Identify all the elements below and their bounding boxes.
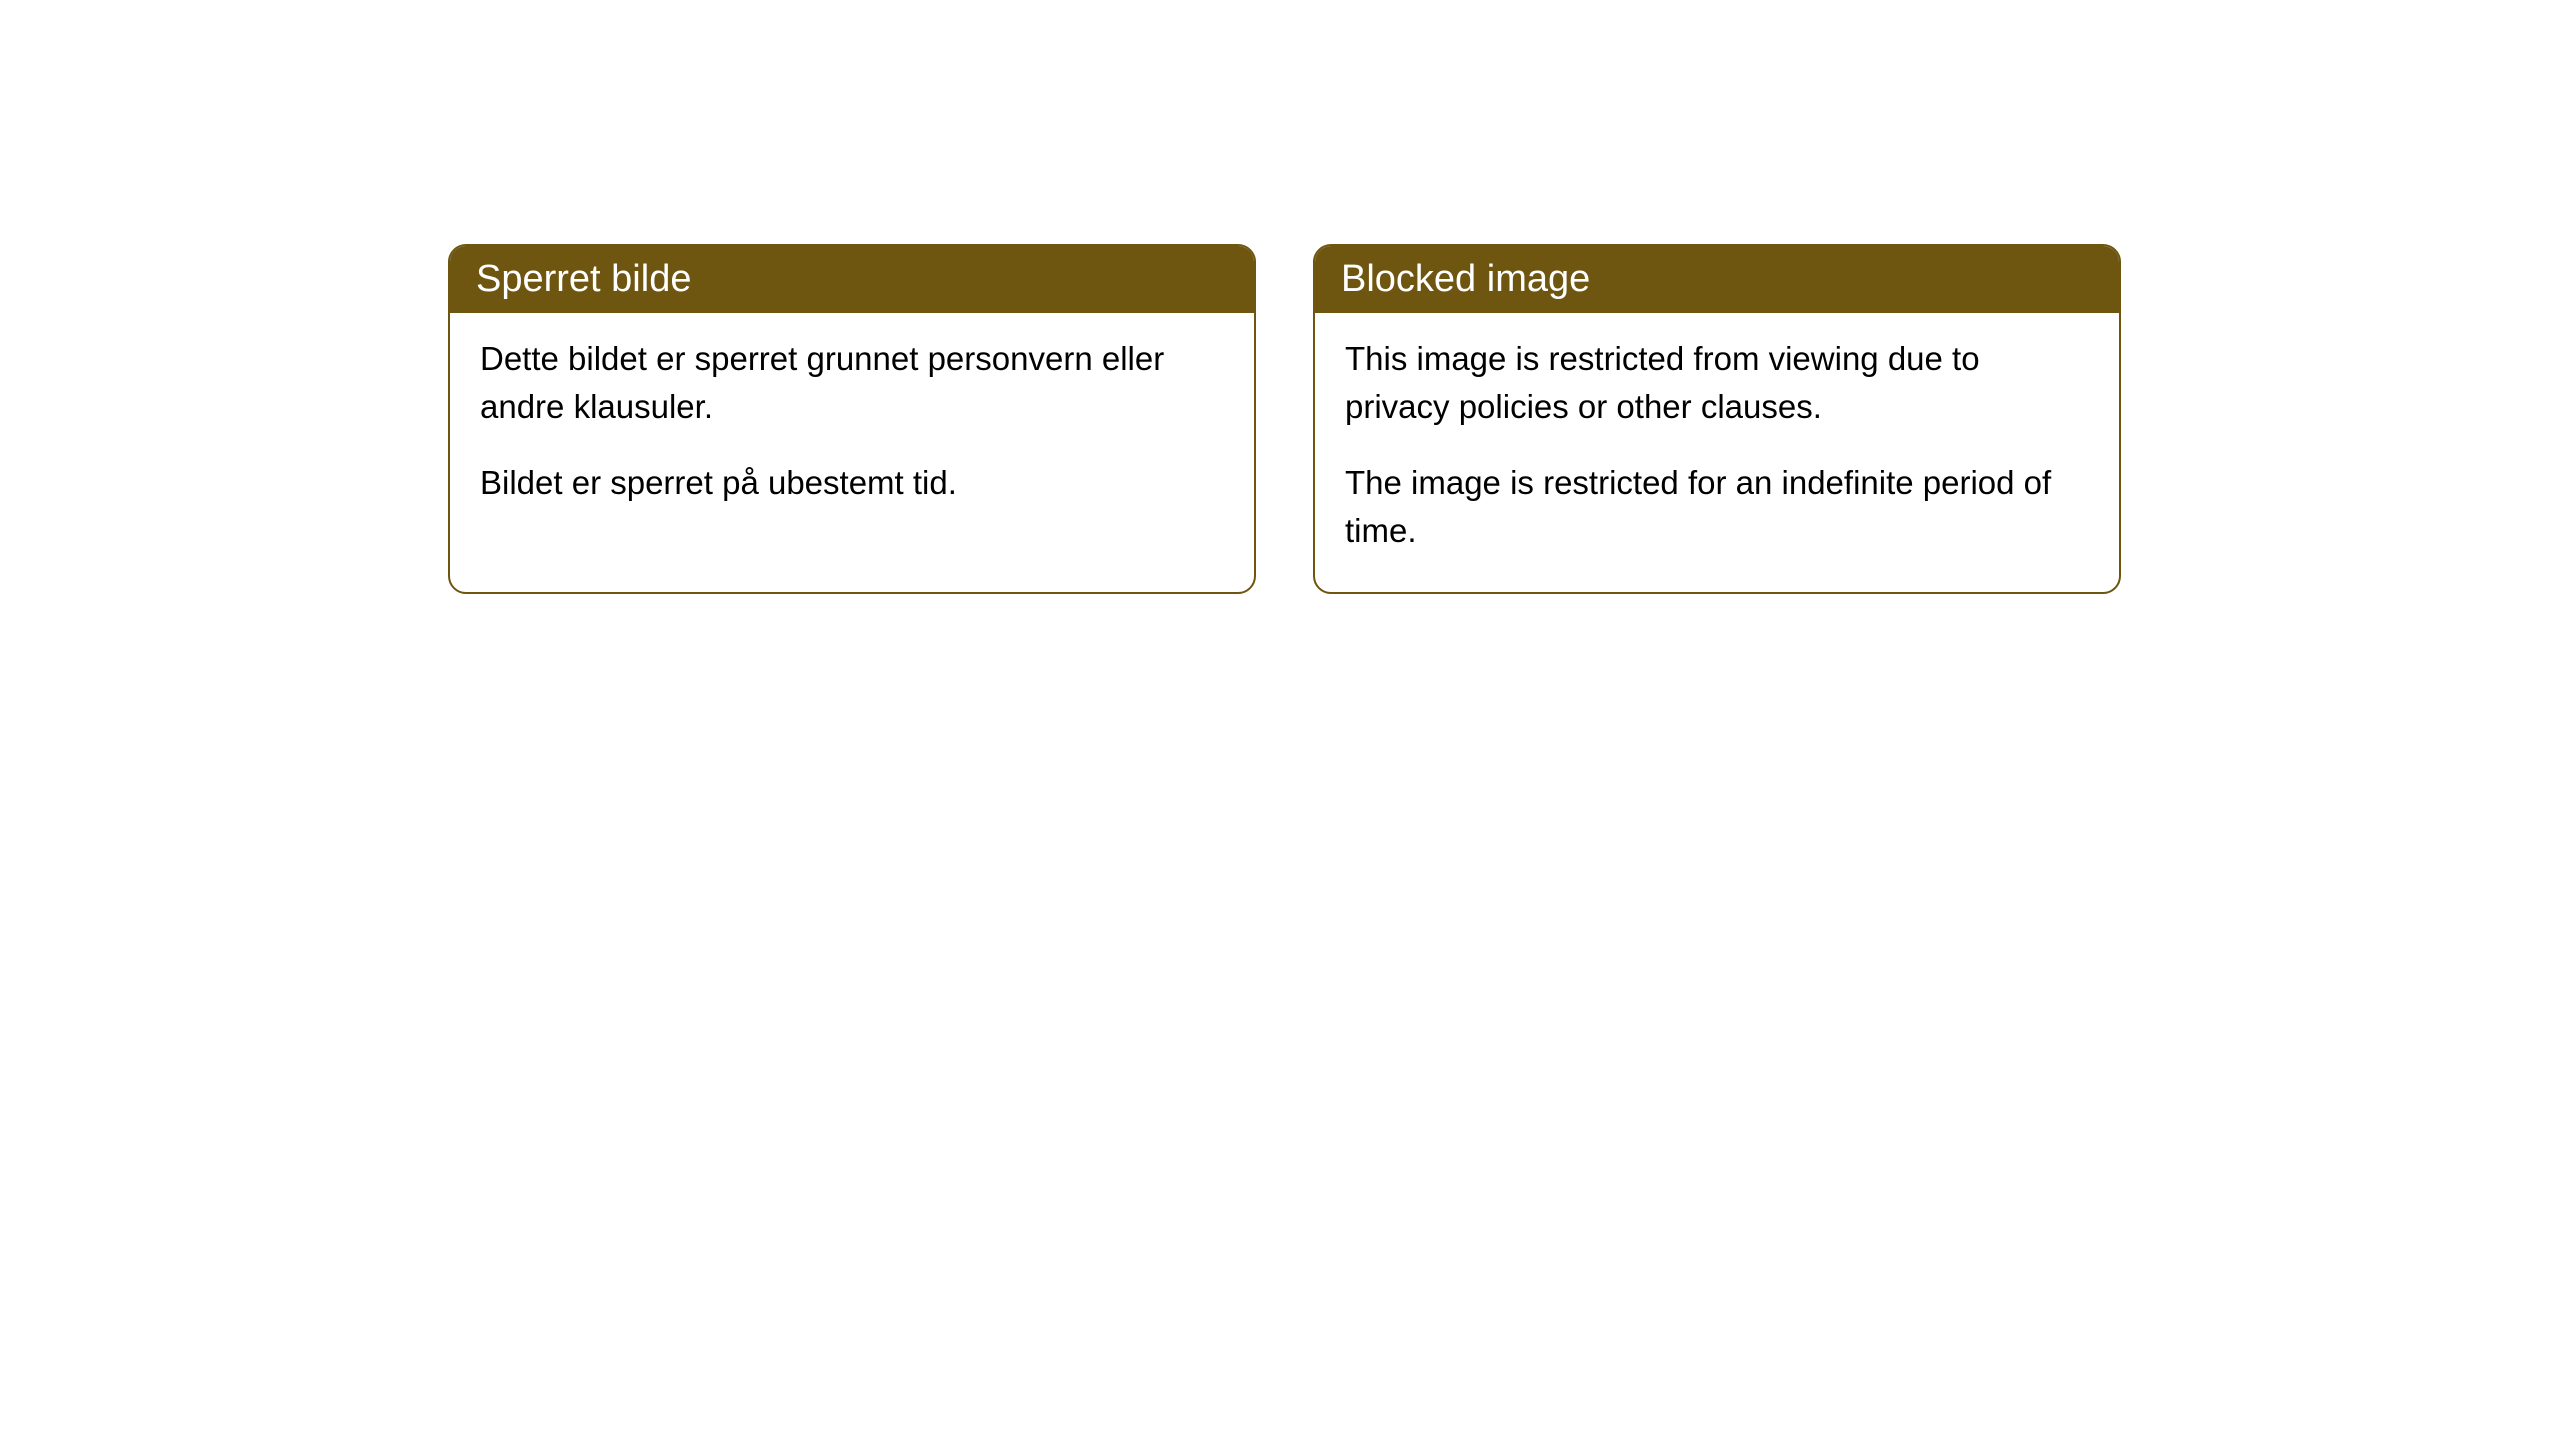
card-paragraph: The image is restricted for an indefinit…: [1345, 459, 2089, 555]
card-body: This image is restricted from viewing du…: [1315, 313, 2119, 592]
card-body: Dette bildet er sperret grunnet personve…: [450, 313, 1254, 545]
card-header: Blocked image: [1315, 246, 2119, 313]
card-header: Sperret bilde: [450, 246, 1254, 313]
card-paragraph: This image is restricted from viewing du…: [1345, 335, 2089, 431]
notice-card-norwegian: Sperret bilde Dette bildet er sperret gr…: [448, 244, 1256, 594]
card-title: Blocked image: [1341, 258, 1590, 300]
notice-cards-container: Sperret bilde Dette bildet er sperret gr…: [448, 244, 2121, 594]
card-paragraph: Bildet er sperret på ubestemt tid.: [480, 459, 1224, 507]
card-paragraph: Dette bildet er sperret grunnet personve…: [480, 335, 1224, 431]
notice-card-english: Blocked image This image is restricted f…: [1313, 244, 2121, 594]
card-title: Sperret bilde: [476, 258, 691, 300]
